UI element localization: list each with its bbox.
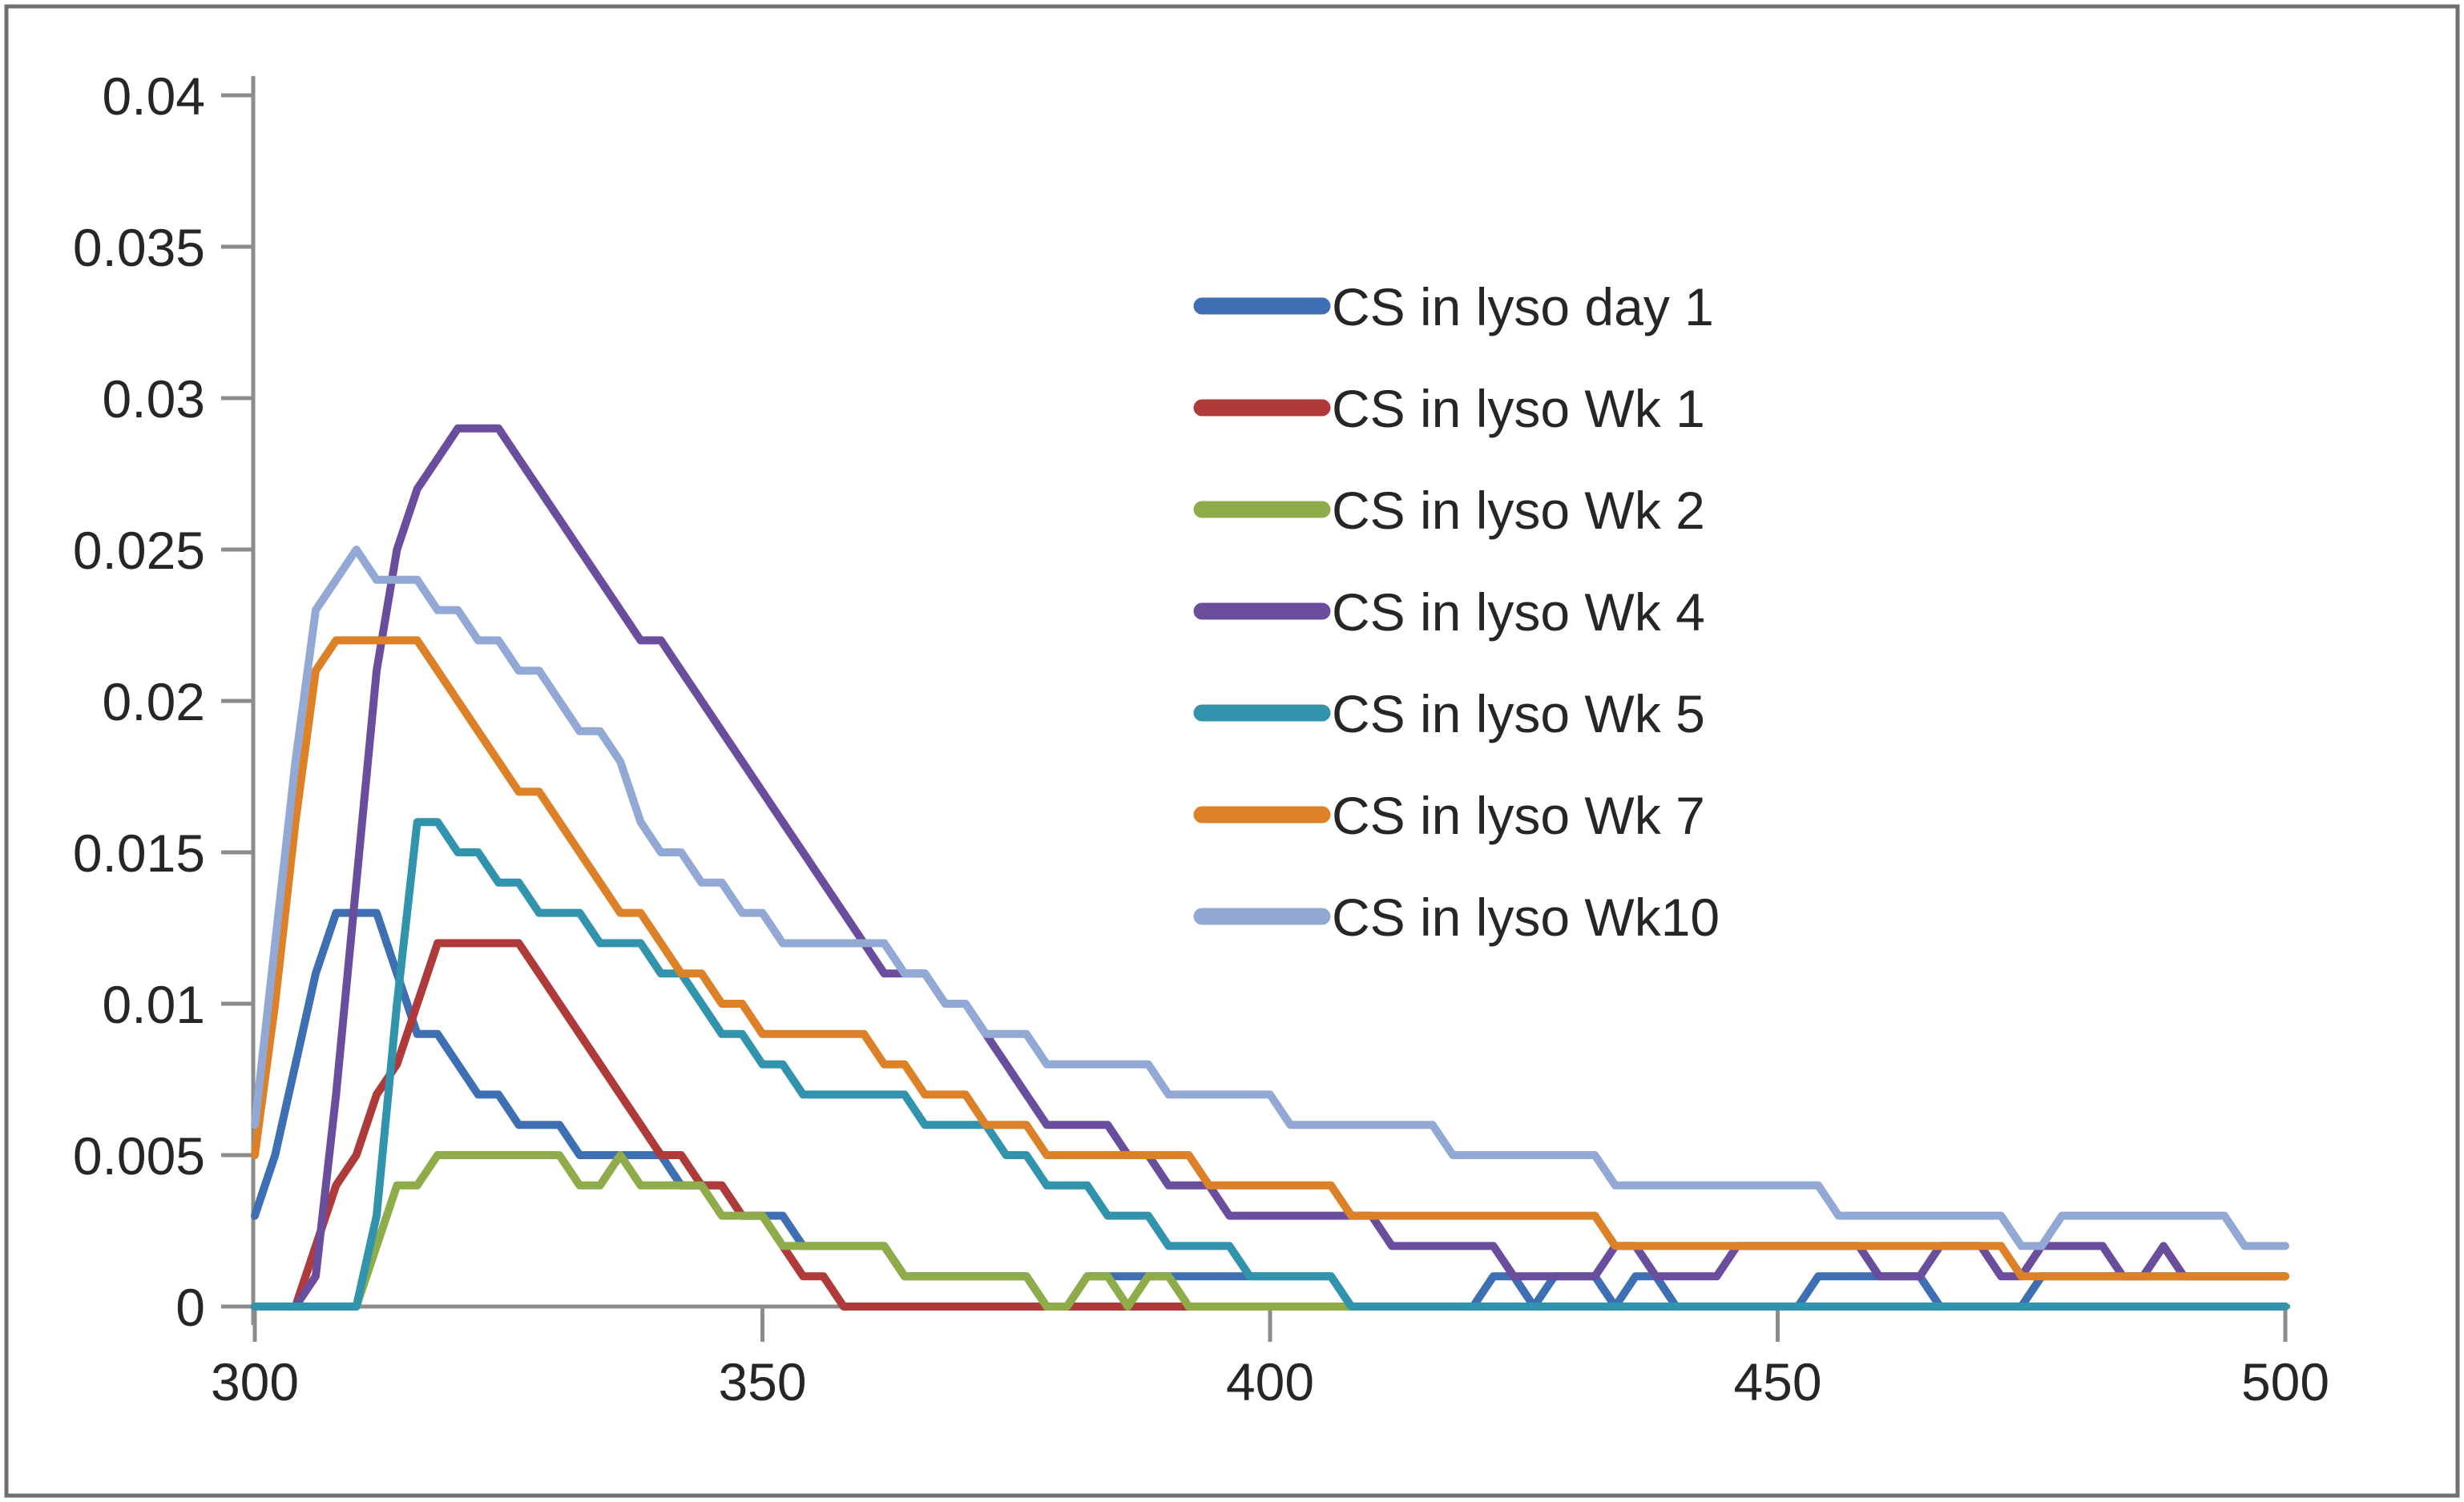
y-axis-label-0.035: 0.035 (73, 218, 205, 277)
y-axis-label-0: 0 (175, 1278, 205, 1337)
x-axis-label-500: 500 (2241, 1352, 2329, 1411)
x-axis-label-450: 450 (1733, 1352, 1821, 1411)
y-axis-label-0.02: 0.02 (103, 672, 205, 731)
y-axis-label-0.03: 0.03 (103, 369, 205, 429)
legend-label-1: CS in lyso day 1 (1332, 277, 1714, 336)
series-line-4 (251, 424, 2289, 1311)
y-axis-label-0.005: 0.005 (73, 1126, 205, 1186)
series-line-3 (251, 1151, 2289, 1311)
chart-border (4, 4, 2460, 1498)
y-axis-label-0.01: 0.01 (103, 975, 205, 1034)
legend-label-3: CS in lyso Wk 2 (1332, 481, 1705, 540)
series-line-5 (251, 818, 2289, 1311)
legend-label-4: CS in lyso Wk 4 (1332, 582, 1705, 642)
x-axis-label-400: 400 (1226, 1352, 1314, 1411)
x-axis-label-350: 350 (718, 1352, 806, 1411)
legend-label-6: CS in lyso Wk 7 (1332, 786, 1705, 845)
x-axis-label-300: 300 (211, 1352, 299, 1411)
legend-label-7: CS in lyso Wk10 (1332, 888, 1720, 947)
y-axis-label-0.04: 0.04 (103, 66, 205, 126)
series-line-6 (251, 636, 2289, 1281)
y-axis-label-0.025: 0.025 (73, 521, 205, 580)
y-axis-label-0.015: 0.015 (73, 823, 205, 883)
series-line-7 (251, 546, 2289, 1250)
legend-label-5: CS in lyso Wk 5 (1332, 684, 1705, 743)
legend-label-2: CS in lyso Wk 1 (1332, 379, 1705, 438)
